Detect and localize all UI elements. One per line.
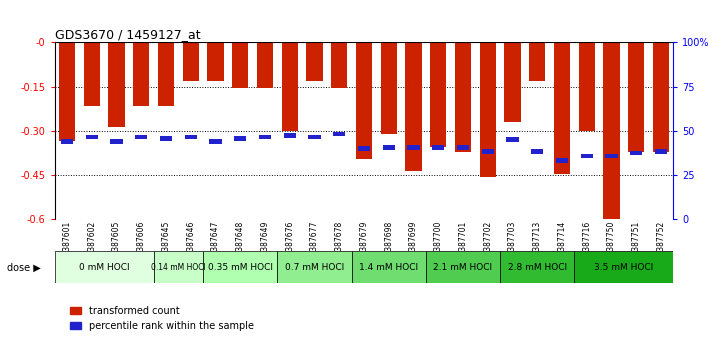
Bar <box>606 154 617 159</box>
Bar <box>356 42 372 159</box>
Text: 2.1 mM HOCl: 2.1 mM HOCl <box>433 263 493 272</box>
Bar <box>210 139 221 144</box>
Bar <box>574 251 673 283</box>
Bar <box>160 136 172 141</box>
Bar <box>426 251 500 283</box>
Bar <box>482 149 494 154</box>
Bar <box>203 251 277 283</box>
Bar <box>135 135 147 139</box>
Bar <box>352 251 426 283</box>
Bar <box>154 251 203 283</box>
Bar <box>653 42 669 152</box>
Bar <box>331 42 347 88</box>
Text: 0.35 mM HOCl: 0.35 mM HOCl <box>207 263 273 272</box>
Bar <box>505 42 521 122</box>
Bar <box>628 42 644 152</box>
Bar <box>529 42 545 81</box>
Bar <box>183 42 199 81</box>
Bar <box>257 42 273 88</box>
Bar <box>581 154 593 159</box>
Text: 0 mM HOCl: 0 mM HOCl <box>79 263 130 272</box>
Bar <box>408 145 419 149</box>
Bar <box>381 42 397 134</box>
Bar <box>158 42 174 106</box>
Bar <box>480 42 496 177</box>
Bar <box>507 137 518 142</box>
Bar <box>430 42 446 147</box>
Bar <box>554 42 570 174</box>
Bar <box>284 133 296 138</box>
Bar <box>531 149 543 154</box>
Bar <box>604 42 620 219</box>
Bar <box>111 139 122 144</box>
Text: 1.4 mM HOCl: 1.4 mM HOCl <box>359 263 419 272</box>
Bar <box>455 42 471 152</box>
Bar <box>84 42 100 106</box>
Bar <box>405 42 422 171</box>
Bar <box>306 42 323 81</box>
Bar <box>282 42 298 131</box>
Text: GDS3670 / 1459127_at: GDS3670 / 1459127_at <box>55 28 200 41</box>
Bar <box>185 135 197 139</box>
Text: 2.8 mM HOCl: 2.8 mM HOCl <box>507 263 567 272</box>
Text: 3.5 mM HOCl: 3.5 mM HOCl <box>594 263 654 272</box>
Bar <box>207 42 223 81</box>
Bar <box>630 151 642 155</box>
Bar <box>234 136 246 141</box>
Text: dose ▶: dose ▶ <box>7 262 41 272</box>
Bar <box>383 145 395 149</box>
Bar <box>55 251 154 283</box>
Bar <box>309 135 320 139</box>
Bar <box>277 251 352 283</box>
Bar <box>133 42 149 106</box>
Bar <box>655 149 667 154</box>
Text: 0.14 mM HOCl: 0.14 mM HOCl <box>151 263 206 272</box>
Bar <box>86 135 98 139</box>
Bar <box>59 42 75 141</box>
Bar <box>61 139 73 144</box>
Legend: transformed count, percentile rank within the sample: transformed count, percentile rank withi… <box>66 302 258 335</box>
Bar <box>579 42 595 131</box>
Bar <box>556 158 568 163</box>
Bar <box>358 146 370 151</box>
Bar <box>259 135 271 139</box>
Bar <box>457 145 469 149</box>
Text: 0.7 mM HOCl: 0.7 mM HOCl <box>285 263 344 272</box>
Bar <box>333 132 345 136</box>
Bar <box>108 42 124 127</box>
Bar <box>432 145 444 149</box>
Bar <box>232 42 248 88</box>
Bar <box>500 251 574 283</box>
